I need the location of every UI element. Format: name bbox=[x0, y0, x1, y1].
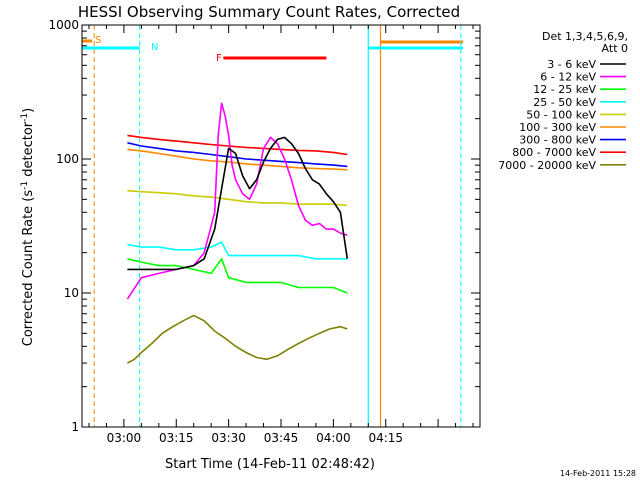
y-tick-label: 1 bbox=[71, 420, 79, 434]
series-line-5 bbox=[127, 189, 348, 207]
y-axis-label-end: ) bbox=[21, 108, 36, 113]
x-tick-label: 03:45 bbox=[264, 431, 299, 445]
y-tick-label: 100 bbox=[56, 152, 79, 166]
series-line-9 bbox=[127, 314, 348, 364]
x-tick-label: 03:30 bbox=[211, 431, 246, 445]
legend-label-6: 100 - 300 keV bbox=[519, 121, 596, 134]
series-line-6 bbox=[127, 148, 348, 171]
legend-label-1: 3 - 6 keV bbox=[547, 58, 596, 71]
night-label: N bbox=[151, 42, 158, 53]
flare-label: F bbox=[216, 53, 222, 64]
y-axis-label-main: Corrected Count Rate (s bbox=[21, 190, 36, 347]
y-tick-label: 1000 bbox=[48, 18, 79, 32]
x-axis-label: Start Time (14-Feb-11 02:48:42) bbox=[165, 457, 375, 472]
legend-label-8: 800 - 7000 keV bbox=[512, 146, 596, 159]
chart-axes: 03:00 03:15 03:30 03:45 04:00 04:15 1 10 100 1000 bbox=[48, 18, 481, 445]
legend-label-5: 50 - 100 keV bbox=[526, 108, 596, 121]
legend-header-2: Att 0 bbox=[602, 42, 628, 55]
chart-marks: S N F bbox=[82, 25, 463, 427]
timestamp: 14-Feb-2011 15:28 bbox=[560, 469, 636, 478]
chart-title: HESSI Observing Summary Count Rates, Cor… bbox=[78, 3, 460, 21]
x-tick-label: 03:15 bbox=[159, 431, 194, 445]
plot-frame bbox=[81, 24, 481, 428]
y-axis-label: Corrected Count Rate (s-1 detector-1) bbox=[20, 108, 36, 346]
y-axis-label-sup1: -1 bbox=[20, 181, 30, 190]
y-axis-label-sup2: -1 bbox=[20, 113, 30, 122]
series-line-2 bbox=[126, 102, 348, 300]
series-line-1 bbox=[127, 136, 349, 271]
saa-label: S bbox=[95, 35, 101, 46]
series-line-4 bbox=[127, 241, 348, 260]
y-axis-label-mid: detector bbox=[21, 121, 36, 181]
legend-label-9: 7000 - 20000 keV bbox=[498, 159, 596, 172]
legend-label-2: 6 - 12 keV bbox=[540, 71, 596, 84]
x-tick-label: 03:00 bbox=[107, 431, 142, 445]
x-tick-label: 04:00 bbox=[316, 431, 351, 445]
y-tick-label: 10 bbox=[64, 286, 79, 300]
legend-label-4: 25 - 50 keV bbox=[533, 96, 596, 109]
legend-label-3: 12 - 25 keV bbox=[533, 83, 596, 96]
series-line-3 bbox=[127, 257, 348, 294]
series-line-8 bbox=[127, 134, 348, 156]
legend-label-7: 300 - 800 keV bbox=[519, 134, 596, 147]
legend-header-1: Det 1,3,4,5,6,9, bbox=[542, 30, 628, 43]
x-tick-label: 04:15 bbox=[368, 431, 403, 445]
